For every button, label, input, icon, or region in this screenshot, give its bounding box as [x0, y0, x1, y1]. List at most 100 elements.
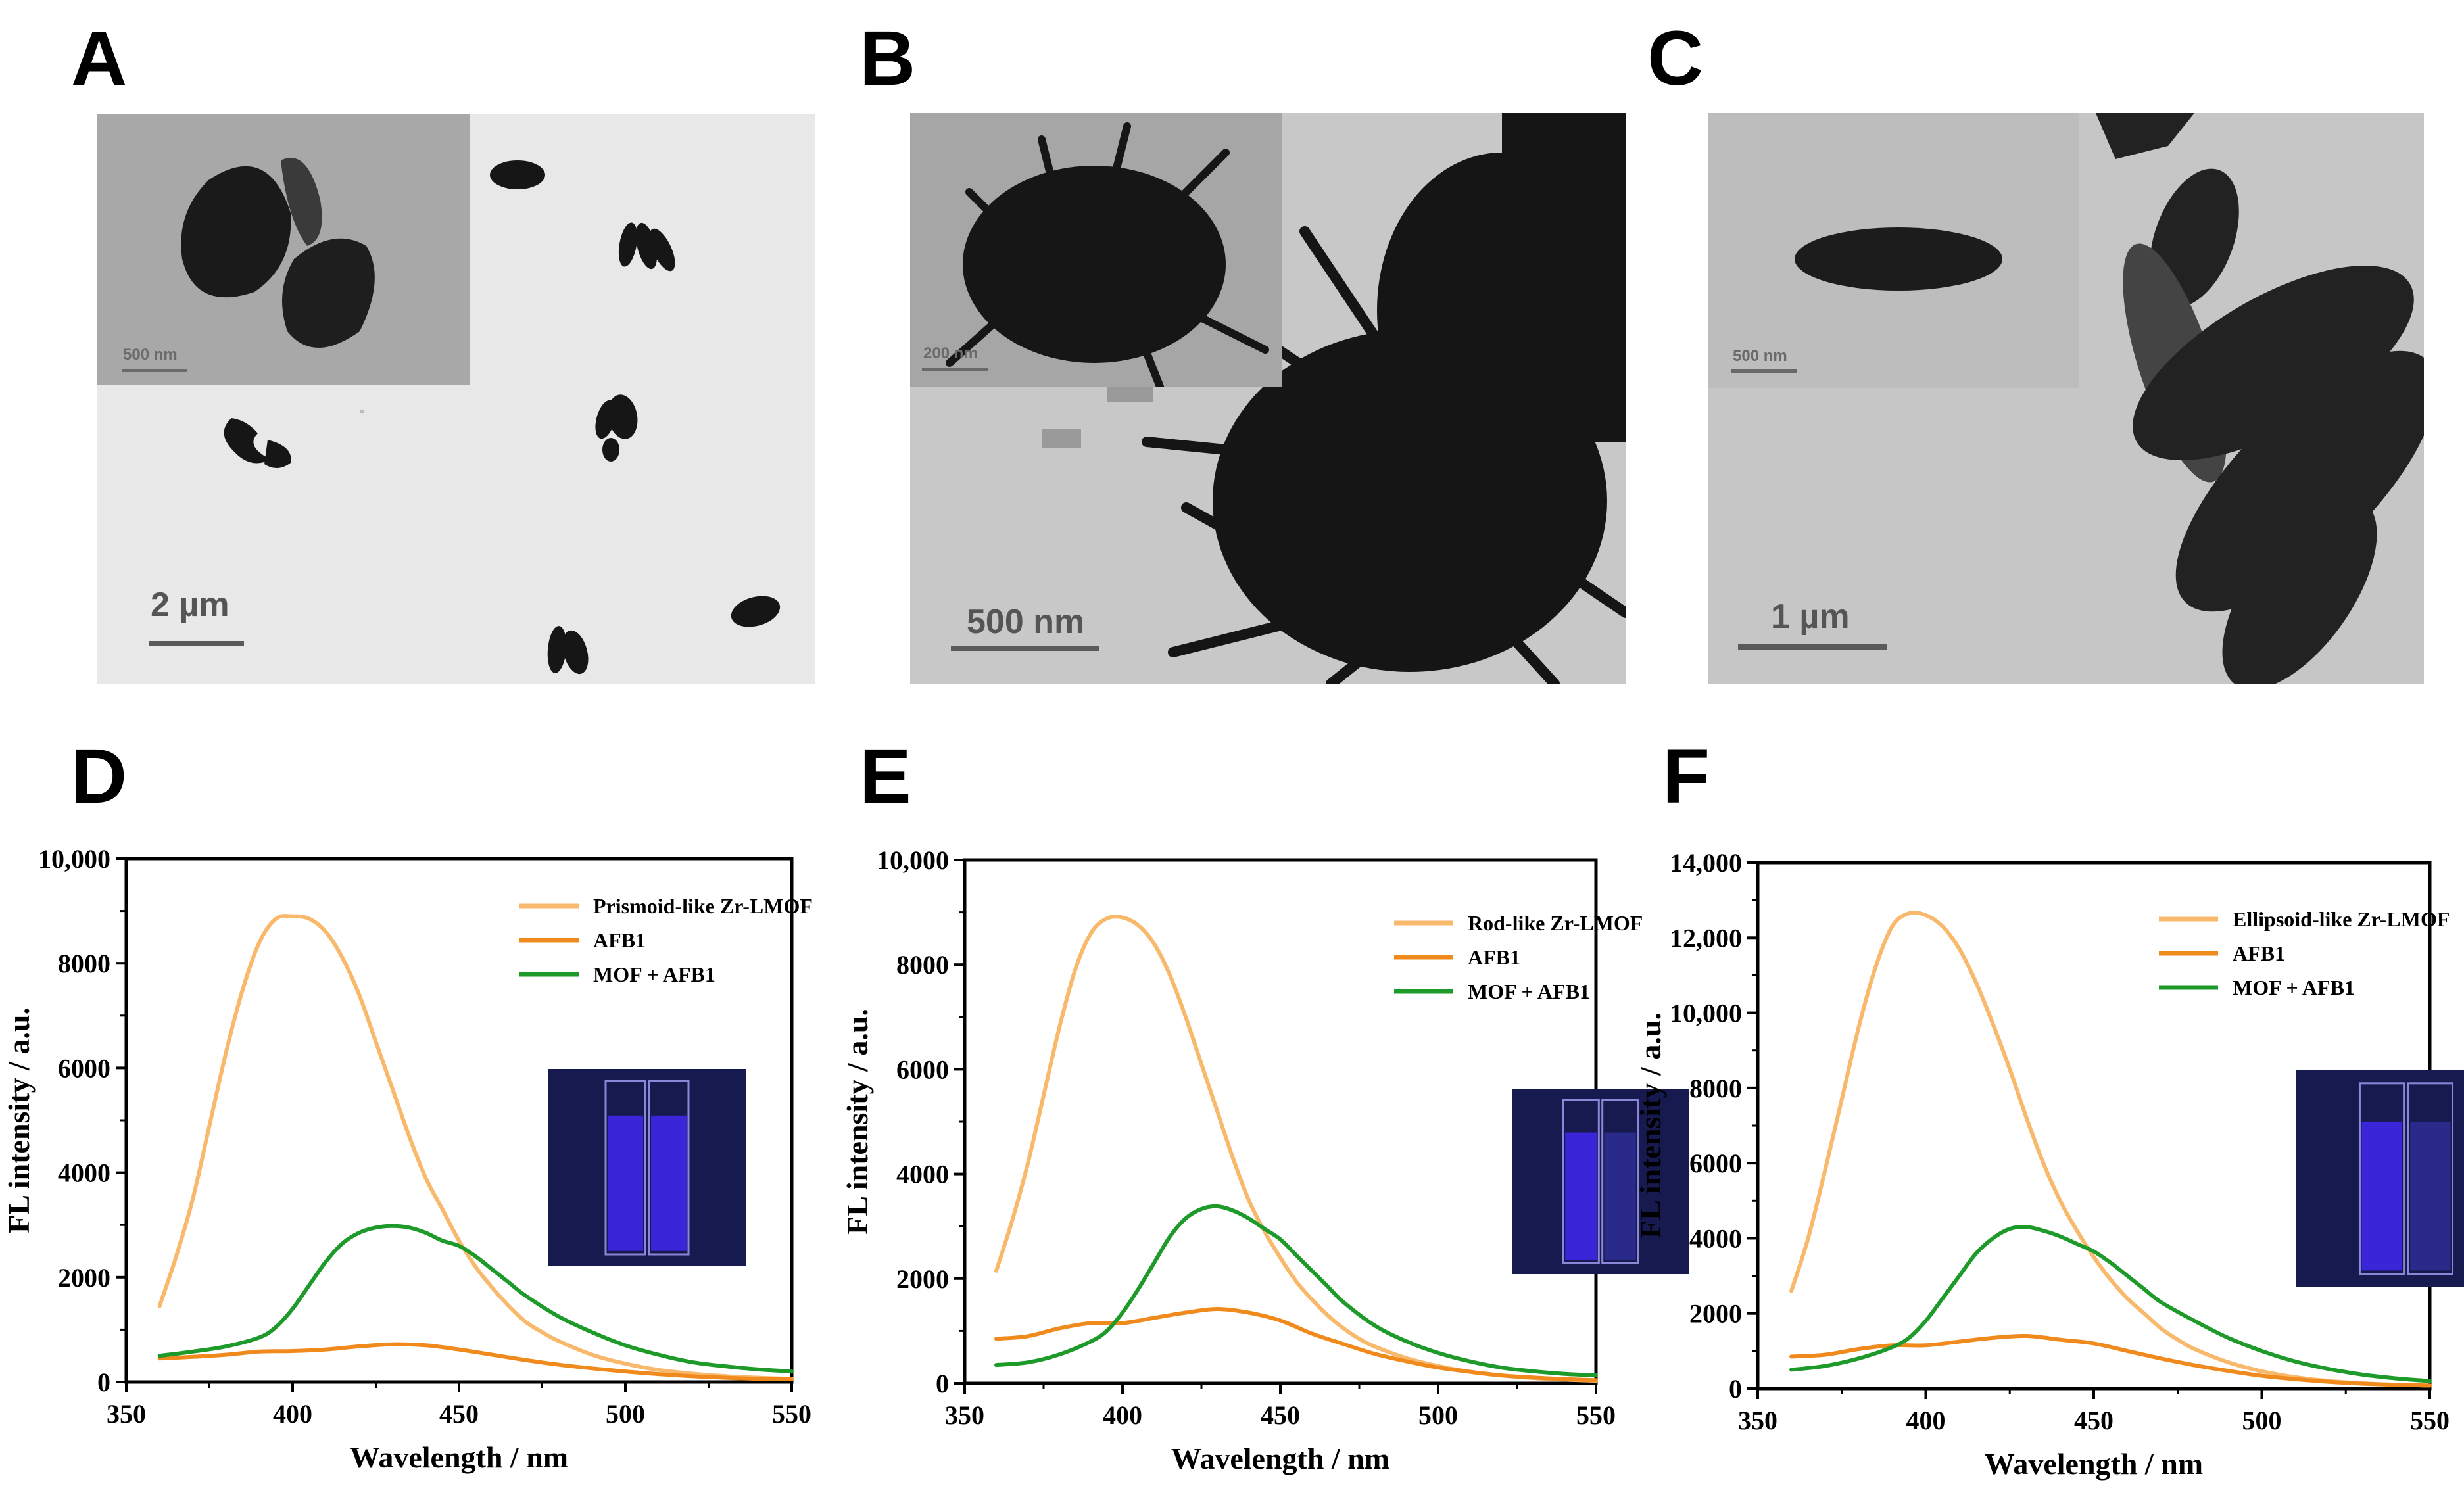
chart-d-legend: Prismoid-like Zr-LMOF AFB1 MOF + AFB1	[519, 894, 813, 986]
x-tick-label: 350	[107, 1399, 146, 1429]
panel-letter-b: B	[859, 15, 916, 102]
cuvette-left-outline	[2358, 1082, 2405, 1275]
cuvette-right-outline	[1601, 1099, 1639, 1264]
y-tick-label: 4000	[1689, 1224, 1742, 1253]
chart-f-svg: 350 400 450 500 550 0 2000 4000 6000 8000 10,000 12…	[1633, 848, 2464, 1481]
x-tick-label: 400	[273, 1399, 312, 1429]
chart-f: 350 400 450 500 550 0 2000 4000 6000 8000 10,000 12…	[1624, 848, 2464, 1499]
panel-letter-c: C	[1647, 15, 1704, 102]
legend-label: Ellipsoid-like Zr-LMOF	[2233, 907, 2450, 931]
tem-image-c: 500 nm 1 µm	[1708, 113, 2424, 684]
y-tick-label: 2000	[896, 1264, 949, 1294]
cuvette-left-liquid	[2361, 1121, 2402, 1271]
legend-label: MOF + AFB1	[2233, 976, 2355, 999]
chart-d-series	[157, 914, 794, 1381]
chart-e-cuvette-photo	[1512, 1089, 1689, 1274]
legend-label: AFB1	[1468, 945, 1520, 969]
scale-bar-a	[149, 641, 244, 646]
y-axis-label: FL intensity / a.u.	[840, 1009, 874, 1235]
x-axis-label: Wavelength / nm	[1985, 1447, 2203, 1481]
y-tick-label: 8000	[58, 949, 110, 978]
x-tick-label: 450	[439, 1399, 479, 1429]
x-tick-label: 550	[772, 1399, 811, 1429]
cuvette-right-liquid	[2410, 1121, 2451, 1271]
cuvette-background	[1512, 1089, 1689, 1274]
y-tick-label: 4000	[58, 1158, 110, 1188]
y-tick-label: 8000	[896, 950, 949, 980]
legend-label: AFB1	[593, 928, 646, 952]
series-line-mof	[1789, 910, 2432, 1388]
y-tick-label: 12,000	[1670, 923, 1742, 953]
plot-frame	[963, 858, 1598, 1385]
series-line-afb1	[994, 1307, 1598, 1383]
legend-label: Rod-like Zr-LMOF	[1468, 911, 1643, 935]
cuvette-left-outline	[1562, 1099, 1600, 1264]
cuvette-right-outline	[2407, 1082, 2454, 1275]
y-tick-label: 6000	[1689, 1149, 1742, 1178]
y-tick-label: 0	[936, 1369, 949, 1398]
x-tick-label: 550	[2410, 1406, 2450, 1435]
cuvette-left-liquid	[1565, 1132, 1597, 1260]
chart-f-legend: Ellipsoid-like Zr-LMOF AFB1 MOF + AFB1	[2159, 907, 2450, 999]
x-tick-label: 350	[945, 1400, 984, 1430]
series-line-mof	[994, 915, 1598, 1383]
chart-d: 350 400 450 500 550 0 2000 4000 6000 8000 10,000 Wa…	[0, 844, 815, 1499]
series-line-mof-afb1	[1789, 1225, 2432, 1383]
panel-letter-f: F	[1662, 733, 1710, 820]
chart-e-svg: 350 400 450 500 550 0 2000 4000 6000 8000 10,000 Wa…	[840, 845, 1689, 1475]
legend-label: Prismoid-like Zr-LMOF	[593, 894, 813, 918]
inset-scale-label-b: 200 nm	[923, 345, 978, 362]
x-tick-label: 500	[2242, 1406, 2282, 1435]
tem-inset-a: 500 nm	[97, 114, 470, 385]
inset-scale-bar-b	[922, 368, 988, 371]
chart-d-axes: 350 400 450 500 550 0 2000 4000 6000 8000 10,000 Wa…	[2, 844, 811, 1474]
x-tick-label: 500	[1418, 1400, 1458, 1430]
y-tick-label: 2000	[1689, 1299, 1742, 1329]
tem-image-b: 200 nm 500 nm	[910, 113, 1626, 684]
scale-label-a: 2 µm	[151, 586, 229, 624]
x-tick-label: 500	[606, 1399, 645, 1429]
scale-label-b: 500 nm	[967, 603, 1085, 641]
x-axis-label: Wavelength / nm	[1171, 1442, 1389, 1475]
cuvette-left-outline	[604, 1080, 646, 1256]
x-tick-label: 400	[1906, 1406, 1946, 1435]
x-axis-label: Wavelength / nm	[350, 1440, 568, 1474]
y-axis-label: FL intensity / a.u.	[2, 1007, 36, 1233]
cuvette-background	[548, 1069, 746, 1266]
x-tick-label: 450	[2074, 1406, 2114, 1435]
y-tick-label: 2000	[58, 1263, 110, 1293]
scale-label-c: 1 µm	[1771, 598, 1850, 636]
panel-letter-e: E	[859, 733, 911, 820]
chart-e-axes: 350 400 450 500 550 0 2000 4000 6000 8000 10,000 Wa…	[840, 845, 1616, 1475]
chart-f-series	[1789, 910, 2432, 1388]
chart-e-series	[994, 915, 1598, 1383]
chart-e: 350 400 450 500 550 0 2000 4000 6000 8000 10,000 Wa…	[815, 845, 1689, 1499]
series-line-mof-afb1	[994, 1204, 1598, 1378]
panel-letter-d: D	[71, 733, 128, 820]
inset-scale-label-c: 500 nm	[1733, 347, 1787, 365]
cuvette-left-liquid	[608, 1115, 643, 1251]
y-tick-label: 10,000	[1670, 999, 1742, 1028]
chart-f-axes: 350 400 450 500 550 0 2000 4000 6000 8000 10,000 12…	[1633, 848, 2450, 1481]
tem-inset-c: 500 nm	[1708, 113, 2079, 388]
x-tick-label: 550	[1576, 1400, 1616, 1430]
x-tick-label: 450	[1261, 1400, 1300, 1430]
cuvette-right-liquid	[651, 1115, 687, 1251]
panel-letter-a: A	[71, 15, 128, 102]
y-tick-label: 0	[1729, 1374, 1742, 1404]
y-tick-label: 0	[97, 1368, 110, 1397]
y-tick-label: 6000	[58, 1053, 110, 1083]
y-tick-label: 4000	[896, 1160, 949, 1189]
series-line-afb1	[1789, 1333, 2432, 1388]
y-tick-label: 14,000	[1670, 848, 1742, 878]
inset-scale-bar-c	[1731, 369, 1797, 373]
y-tick-label: 10,000	[877, 845, 949, 875]
cuvette-right-liquid	[1604, 1132, 1636, 1260]
y-tick-label: 10,000	[38, 844, 110, 874]
chart-f-cuvette-photo	[2296, 1070, 2464, 1287]
y-tick-label: 8000	[1689, 1074, 1742, 1103]
y-axis-label: FL intensity / a.u.	[1633, 1012, 1667, 1239]
series-line-mof	[157, 914, 794, 1381]
inset-scale-label-a: 500 nm	[123, 346, 178, 364]
scale-bar-b	[951, 646, 1099, 651]
